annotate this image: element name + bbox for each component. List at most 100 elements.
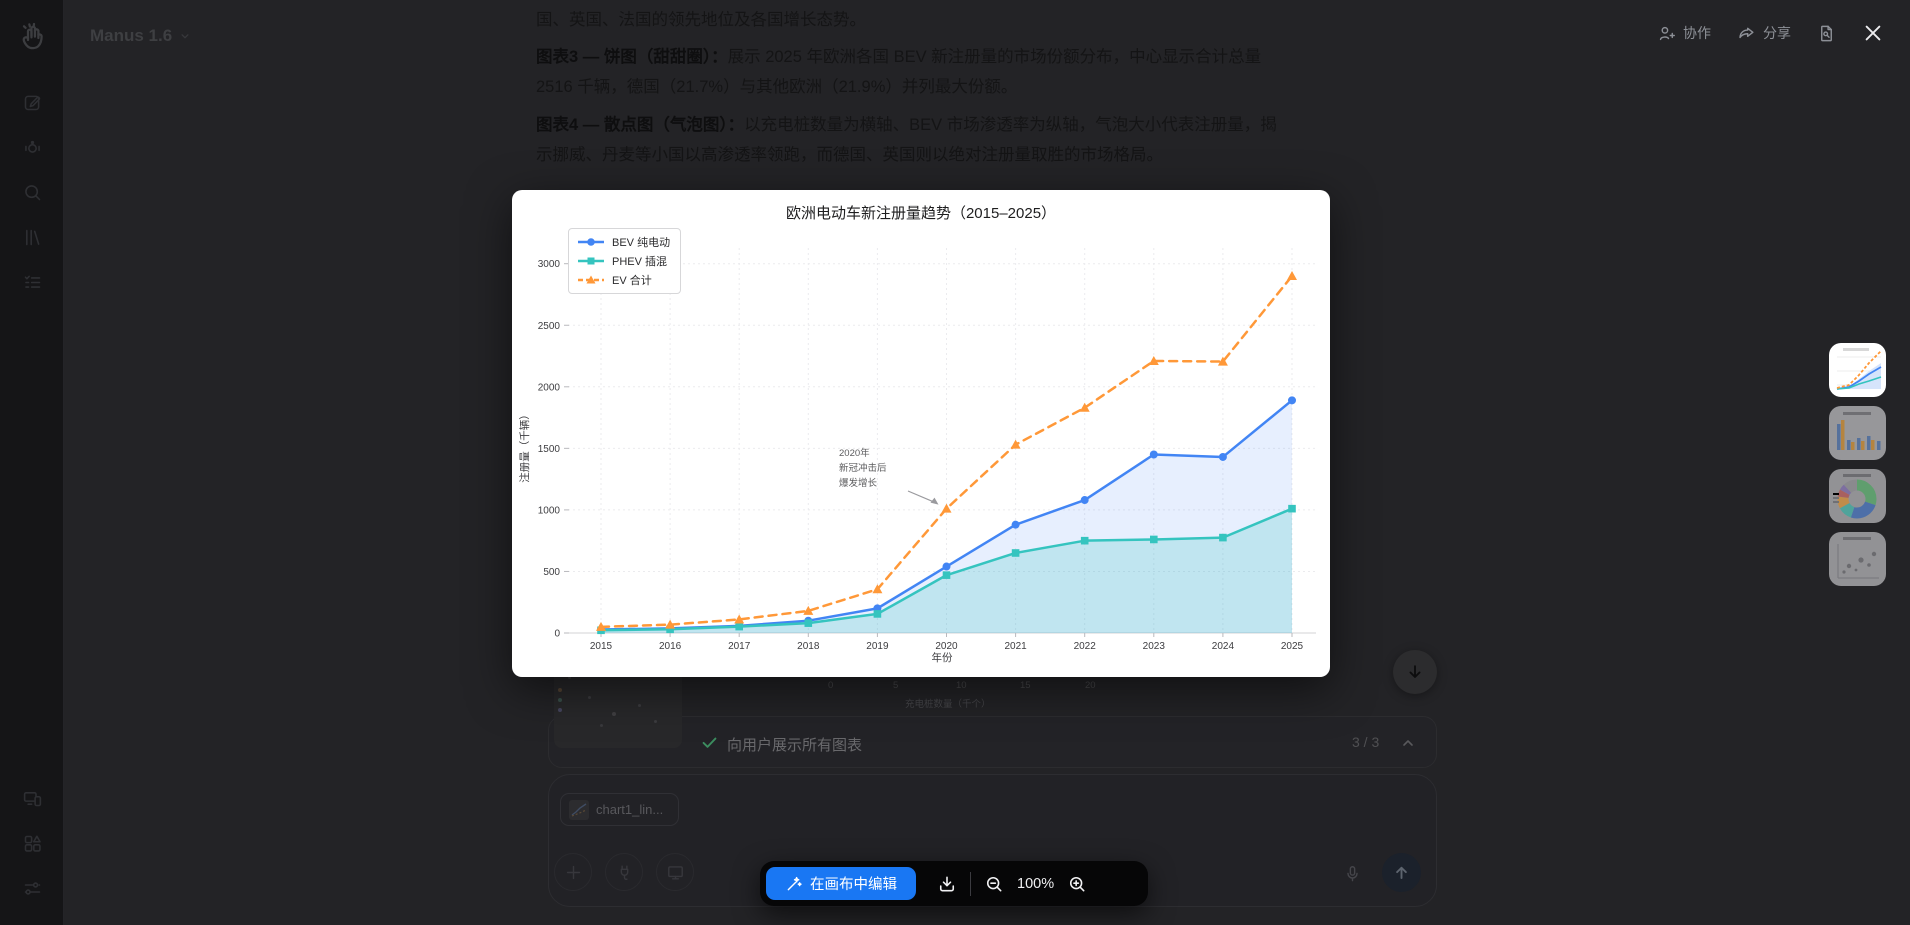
apps-icon xyxy=(24,835,41,852)
check-icon xyxy=(702,737,717,748)
scatter-chart-thumbnail[interactable] xyxy=(1829,532,1886,586)
page-preview-button[interactable] xyxy=(1817,24,1836,43)
search-icon xyxy=(24,185,40,201)
share-label: 分享 xyxy=(1763,25,1791,41)
legend-swatch xyxy=(578,275,604,284)
svg-text:1000: 1000 xyxy=(538,505,561,516)
sidebar-bottom-icons xyxy=(0,776,64,911)
svg-text:2025: 2025 xyxy=(1281,641,1304,652)
svg-text:2018: 2018 xyxy=(797,641,820,652)
download-button[interactable] xyxy=(937,874,957,894)
settings-icon xyxy=(24,882,40,895)
donut-chart-thumbnail[interactable] xyxy=(1829,469,1886,523)
background-axis-tick: 15 xyxy=(1020,680,1031,691)
svg-text:500: 500 xyxy=(543,567,560,578)
app-title-label: Manus 1.6 xyxy=(90,26,173,45)
svg-text:2020: 2020 xyxy=(935,641,958,652)
legend-swatch xyxy=(578,238,604,246)
devices-icon xyxy=(23,792,41,807)
line-chart: 0 500 1000 1500 2000 2500 3000 2015 2016 2017 2018… xyxy=(518,248,1316,664)
background-text-line: 国、英国、法国的领先地位及各国增长态势。 xyxy=(536,11,866,29)
close-icon xyxy=(1865,25,1881,41)
legend-entry: PHEV 插混 xyxy=(577,253,670,269)
sidebar xyxy=(0,0,64,925)
legend-label: EV 合计 xyxy=(612,275,652,287)
legend-entry: EV 合计 xyxy=(577,272,670,288)
chart-title: 欧洲电动车新注册量趋势（2015–2025） xyxy=(785,205,1057,222)
share-arrow-icon xyxy=(1739,27,1754,38)
legend-label: BEV 纯电动 xyxy=(612,237,671,249)
collaborate-button[interactable]: 协作 xyxy=(1657,23,1711,43)
sidebar-item-tasks[interactable] xyxy=(10,260,54,305)
share-button[interactable]: 分享 xyxy=(1737,23,1791,43)
edit-in-canvas-button[interactable]: 在画布中编辑 xyxy=(766,867,916,900)
lightbox-toolbar: 在画布中编辑 100% xyxy=(760,861,1148,906)
arrow-down-icon xyxy=(1409,665,1421,678)
svg-text:2017: 2017 xyxy=(728,641,751,652)
svg-text:2016: 2016 xyxy=(659,641,682,652)
sidebar-item-settings[interactable] xyxy=(10,866,54,911)
svg-text:2024: 2024 xyxy=(1212,641,1235,652)
sidebar-item-library[interactable] xyxy=(10,215,54,260)
svg-text:2500: 2500 xyxy=(538,321,561,332)
zoom-out-icon xyxy=(986,876,1002,891)
sidebar-item-agent[interactable] xyxy=(10,125,54,170)
microphone-icon[interactable] xyxy=(1343,863,1362,884)
sidebar-item-search[interactable] xyxy=(10,170,54,215)
chevron-down-icon xyxy=(181,34,189,39)
scroll-down-button[interactable] xyxy=(1393,650,1437,694)
legend-swatch xyxy=(578,257,604,265)
task-progress-count: 3 / 3 xyxy=(1352,734,1380,750)
person-plus-icon xyxy=(1659,26,1675,40)
edit-in-canvas-label: 在画布中编辑 xyxy=(810,877,897,893)
document-search-icon xyxy=(1821,25,1832,41)
task-label: 向用户展示所有图表 xyxy=(727,737,863,754)
connectors-button[interactable] xyxy=(605,853,643,891)
chevron-up-icon[interactable] xyxy=(1400,735,1416,751)
library-icon xyxy=(25,229,39,246)
send-button[interactable] xyxy=(1382,853,1421,892)
legend-entry: BEV 纯电动 xyxy=(577,234,670,250)
magic-wand-icon xyxy=(787,876,802,890)
sidebar-top-icons xyxy=(0,80,64,305)
sidebar-item-compose[interactable] xyxy=(10,80,54,125)
svg-text:1500: 1500 xyxy=(538,444,561,455)
svg-text:3000: 3000 xyxy=(538,259,561,270)
plug-icon xyxy=(620,864,628,880)
chart-annotation: 2020年 新冠冲击后 爆发增长 xyxy=(839,448,887,490)
svg-text:年份: 年份 xyxy=(932,651,953,664)
chart-preview-card: 欧洲电动车新注册量趋势（2015–2025） 0 500 1000 1500 2000 2… xyxy=(512,190,1330,677)
toolbar-divider xyxy=(970,871,971,896)
line-chart-thumbnail[interactable] xyxy=(1829,343,1886,397)
tasks-icon xyxy=(24,275,40,288)
sidebar-item-apps[interactable] xyxy=(10,821,54,866)
bar-chart-thumbnail[interactable] xyxy=(1829,406,1886,460)
zoom-out-button[interactable] xyxy=(984,874,1004,894)
background-text-line: 示挪威、丹麦等小国以高渗透率领跑，而德国、英国则以绝对注册量取胜的市场格局。 xyxy=(536,146,1163,164)
chart-legend: BEV 纯电动 PHEV 插混 EV 合计 xyxy=(568,228,682,294)
background-text-line: 图表4 — 散点图（气泡图）：以充电桩数量为横轴、BEV 市场渗透率为纵轴，气泡… xyxy=(536,116,1277,134)
svg-text:2021: 2021 xyxy=(1004,641,1027,652)
svg-text:2000: 2000 xyxy=(538,382,561,393)
topbar-actions: 协作 分享 xyxy=(1657,22,1884,44)
chart-thumbnail-rail xyxy=(1829,343,1887,586)
computer-button[interactable] xyxy=(656,853,694,891)
legend-label: PHEV 插混 xyxy=(612,256,668,268)
zoom-in-button[interactable] xyxy=(1067,874,1087,894)
manus-logo-icon[interactable] xyxy=(16,22,48,54)
svg-text:0: 0 xyxy=(554,629,560,640)
sidebar-item-devices[interactable] xyxy=(10,776,54,821)
background-axis-tick: 5 xyxy=(893,680,899,691)
workspace-switcher[interactable]: Manus 1.6 xyxy=(90,26,192,46)
add-attachment-button[interactable] xyxy=(554,853,592,891)
attachment-name: chart1_lin... xyxy=(596,802,664,817)
background-text-line: 图表3 — 饼图（甜甜圈）：展示 2025 年欧洲各国 BEV 新注册量的市场份… xyxy=(536,48,1262,66)
monitor-icon xyxy=(667,865,683,880)
svg-text:2019: 2019 xyxy=(866,641,889,652)
arrow-up-icon xyxy=(1396,866,1407,879)
attachment-chip[interactable]: chart1_lin... xyxy=(560,793,679,826)
close-lightbox-button[interactable] xyxy=(1862,22,1884,44)
task-progress-row[interactable] xyxy=(548,716,1437,768)
zoom-in-icon xyxy=(1070,876,1085,891)
svg-text:2022: 2022 xyxy=(1074,641,1097,652)
